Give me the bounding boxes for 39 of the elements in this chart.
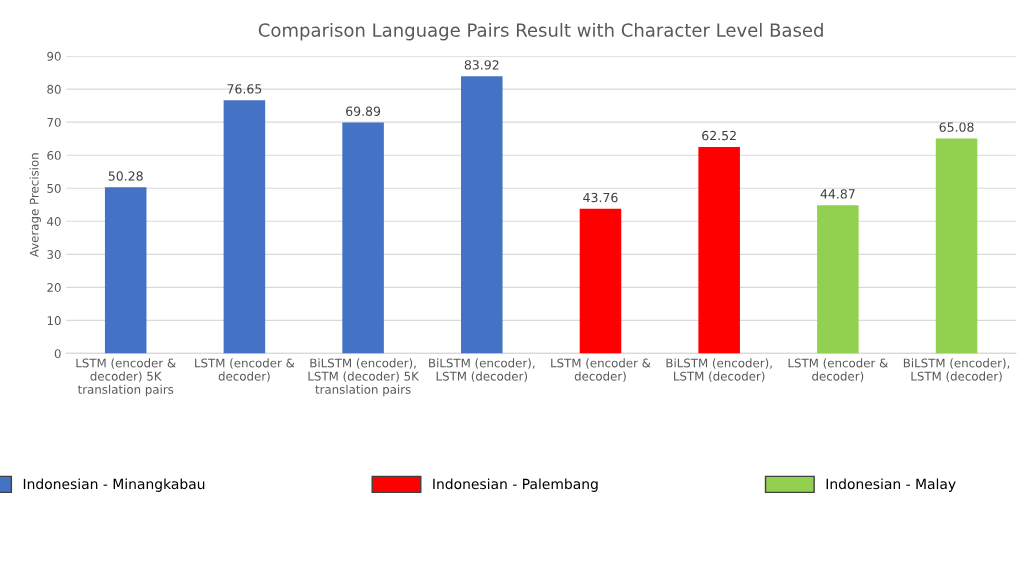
y-axis-title: Average Precision [29,153,41,258]
x-tick-label: LSTM (encoder & decoder) [195,358,295,383]
data-label: 50.28 [108,171,143,181]
data-label: 43.76 [583,192,618,203]
y-tick-label: 60 [47,150,61,160]
x-tick-label: BiLSTM (encoder), LSTM (decoder) [903,358,1010,383]
bar [817,205,859,354]
bar [698,146,740,354]
y-tick-label: 80 [47,84,61,94]
legend-label: Indonesian - Minangkabau [23,478,205,492]
bar [223,100,266,354]
data-label: 62.52 [702,130,736,141]
bar [461,76,503,354]
y-tick-label: 20 [47,283,61,293]
y-tick-label: 10 [47,316,61,326]
legend-label: Indonesian - Malay [826,478,956,492]
bar [104,187,147,354]
bar [342,122,384,354]
x-tick-label: LSTM (encoder & decoder) 5K translation pairs [76,358,176,397]
x-tick-label: LSTM (encoder & decoder) [551,358,651,383]
data-label: 69.89 [346,106,381,116]
x-tick-label: BiLSTM (encoder), LSTM (decoder) [666,358,772,383]
y-tick-label: 30 [47,250,61,259]
data-label: 76.65 [227,84,262,94]
x-tick-label: BiLSTM (encoder), LSTM (decoder) 5K translation pairs [308,358,420,397]
y-tick-label: 50 [47,183,61,193]
y-tick-label: 40 [47,217,61,226]
legend-label: Indonesian - Palembang [433,478,598,492]
bar [579,208,622,354]
data-label: 44.87 [820,189,855,199]
data-label: 83.92 [464,60,499,70]
bar [935,138,978,354]
y-tick-label: 0 [54,349,61,359]
y-tick-label: 70 [47,117,61,127]
data-label: 65.08 [939,122,974,132]
chart-title: Comparison Language Pairs Result with Character Level Based [258,22,823,41]
x-tick-label: LSTM (encoder & decoder) [788,358,888,383]
x-tick-label: BiLSTM (encoder), LSTM (decoder) [429,358,535,383]
y-tick-label: 90 [47,51,61,61]
